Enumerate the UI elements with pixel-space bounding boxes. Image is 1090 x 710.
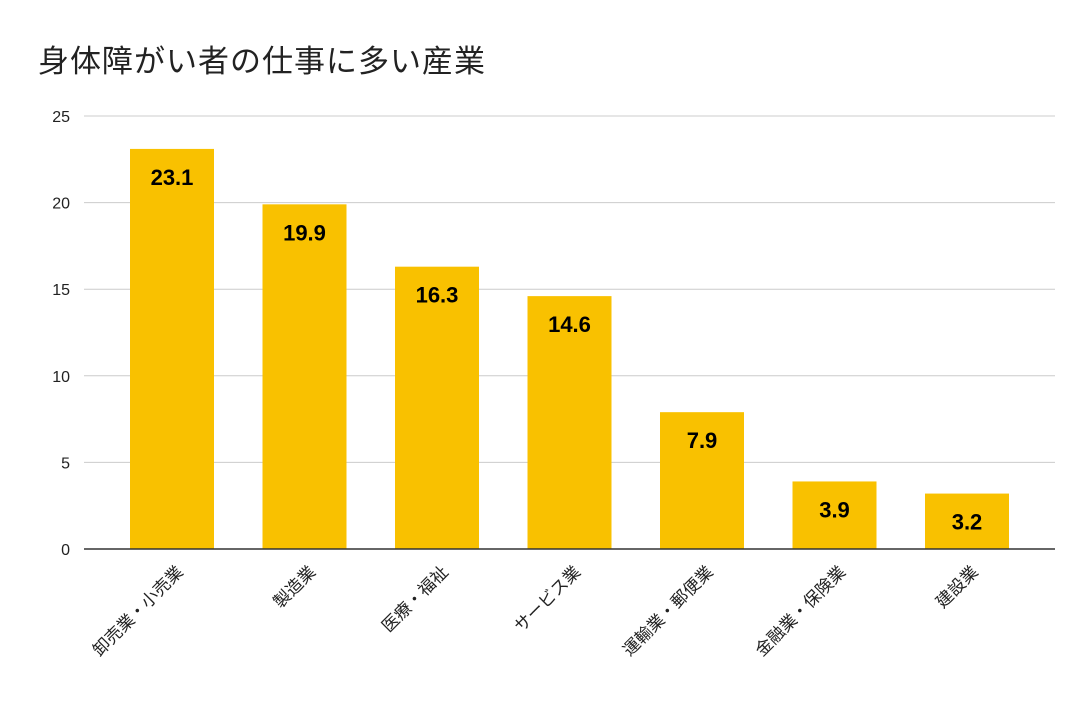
data-label: 3.9: [819, 497, 850, 522]
y-tick-label: 0: [61, 542, 70, 559]
y-tick-label: 15: [52, 282, 70, 299]
bar: [792, 481, 877, 549]
bar: [527, 296, 612, 549]
data-label: 16.3: [416, 283, 459, 308]
category-label: 建設業: [932, 562, 982, 612]
category-label: 運輸業・郵便業: [619, 562, 717, 660]
category-labels: 卸売業・小売業 製造業 医療・福祉 サービス業 運輸業・郵便業 金融業・保険業 建設業: [89, 562, 982, 660]
category-label: 製造業: [270, 562, 320, 612]
data-label: 14.6: [548, 312, 591, 337]
bar: [925, 493, 1009, 549]
category-label: サービス業: [511, 562, 585, 636]
data-labels: 23.1 19.9 16.3 14.6 7.9 3.9 3.2: [151, 165, 983, 535]
data-label: 23.1: [151, 165, 194, 190]
y-tick-label: 5: [61, 455, 70, 472]
category-label: 卸売業・小売業: [89, 562, 187, 660]
bars: [130, 148, 1009, 549]
bar: [262, 204, 347, 549]
bar: [130, 148, 214, 549]
y-tick-label: 20: [52, 196, 70, 213]
category-label: 医療・福祉: [378, 562, 452, 636]
bar: [660, 412, 744, 549]
category-label: 金融業・保険業: [752, 562, 850, 660]
y-axis-ticks: 0 5 10 15 20 25: [52, 109, 70, 559]
data-label: 3.2: [952, 510, 983, 535]
bar: [395, 266, 479, 549]
chart-title: 身体障がい者の仕事に多い産業: [38, 44, 486, 80]
data-label: 19.9: [283, 220, 326, 245]
y-tick-label: 25: [52, 109, 70, 126]
y-tick-label: 10: [52, 369, 70, 386]
data-label: 7.9: [687, 428, 718, 453]
